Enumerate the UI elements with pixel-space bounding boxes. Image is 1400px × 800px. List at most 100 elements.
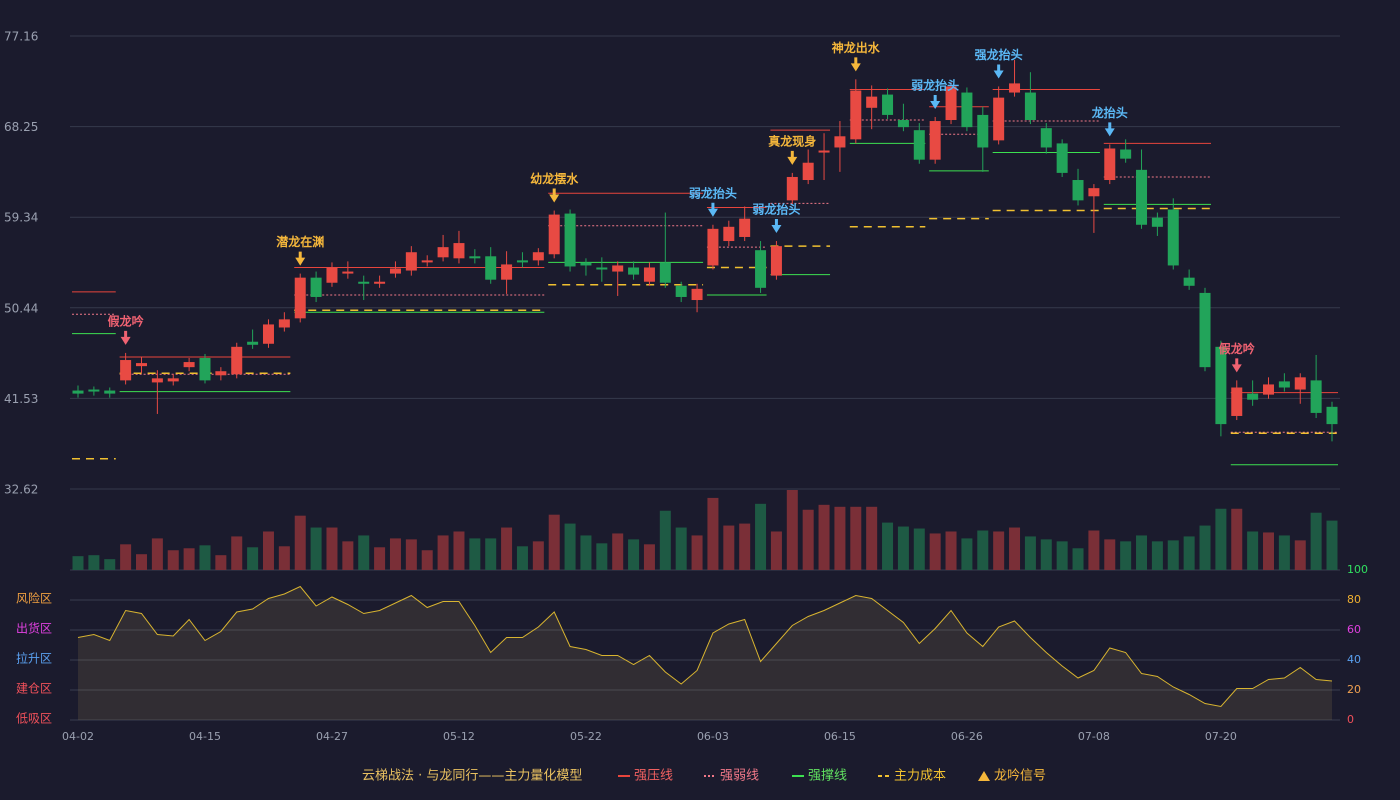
- volume-bar: [88, 555, 100, 570]
- legend-item[interactable]: 强压线: [634, 769, 673, 784]
- candle-body: [739, 218, 751, 237]
- signal-label: 弱龙抬头: [911, 77, 959, 92]
- candle-body: [1072, 180, 1084, 201]
- volume-bar: [548, 514, 560, 570]
- volume-bar: [1136, 535, 1148, 570]
- signal-arrow: [787, 150, 798, 165]
- candle-body: [167, 378, 179, 382]
- volume-bar: [294, 515, 306, 570]
- candle-body: [421, 260, 433, 263]
- candle-body: [707, 228, 719, 266]
- x-tick-label: 07-08: [1078, 730, 1110, 743]
- signal-label: 幼龙摆水: [530, 171, 579, 186]
- candle-body: [612, 265, 624, 272]
- candle-body: [183, 362, 195, 368]
- x-tick-label: 07-20: [1205, 730, 1237, 743]
- signal-arrow: [295, 251, 306, 266]
- volume-bar: [1199, 525, 1211, 570]
- volume-bar: [580, 535, 592, 570]
- signal-arrow: [993, 64, 1004, 79]
- volume-bar: [358, 535, 370, 570]
- volume-bar: [135, 554, 147, 570]
- signal-arrow: [1231, 358, 1242, 373]
- x-tick-label: 06-26: [951, 730, 983, 743]
- legend-item[interactable]: 主力成本: [894, 769, 946, 784]
- volume-bar: [929, 533, 941, 570]
- candle-body: [564, 213, 576, 267]
- candle-body: [104, 390, 116, 394]
- candle-body: [1088, 188, 1100, 197]
- x-tick-label: 04-27: [316, 730, 348, 743]
- candle-body: [437, 247, 449, 258]
- legend-item[interactable]: 强撑线: [808, 769, 847, 784]
- volume-bar: [151, 538, 163, 570]
- signal-arrow: [771, 219, 782, 234]
- osc-tick-label: 80: [1347, 593, 1361, 606]
- candle-body: [691, 288, 703, 301]
- signal-arrow: [930, 94, 941, 109]
- candle-body: [723, 226, 735, 242]
- legend-item[interactable]: 强弱线: [720, 769, 759, 784]
- candle-body: [485, 256, 497, 280]
- volume-bar: [770, 531, 782, 570]
- zone-label: 拉升区: [16, 651, 52, 666]
- volume-bar: [1040, 539, 1052, 570]
- volume-bar: [453, 531, 465, 570]
- candle-body: [1009, 83, 1021, 93]
- volume-bar: [739, 523, 751, 570]
- volume-bar: [596, 543, 608, 570]
- legend-item[interactable]: 龙吟信号: [994, 768, 1046, 784]
- x-tick-label: 05-12: [443, 730, 475, 743]
- volume-bar: [882, 522, 894, 570]
- osc-tick-label: 40: [1347, 653, 1361, 666]
- candle-body: [120, 360, 132, 381]
- volume-bar: [850, 506, 862, 570]
- candle-body: [342, 271, 354, 274]
- volume-bar: [1278, 535, 1290, 570]
- x-tick-label: 05-22: [570, 730, 602, 743]
- candle-body: [1183, 277, 1195, 286]
- candle-body: [929, 121, 941, 160]
- candle-body: [1247, 393, 1259, 400]
- volume-bar: [1072, 548, 1084, 570]
- candle-body: [294, 277, 306, 319]
- volume-bar: [501, 527, 513, 570]
- volume-bar: [72, 556, 84, 570]
- candle-body: [897, 120, 909, 128]
- osc-tick-label: 60: [1347, 623, 1361, 636]
- volume-bar: [326, 527, 338, 570]
- candle-body: [1136, 169, 1148, 225]
- zone-label: 出货区: [16, 621, 52, 636]
- y-tick-label: 32.62: [4, 483, 38, 497]
- signal-arrow: [850, 57, 861, 72]
- volume-bar: [1104, 539, 1116, 570]
- zone-label: 建仓区: [16, 682, 52, 696]
- candle-body: [516, 260, 528, 263]
- volume-bar: [374, 547, 386, 570]
- signal-arrow: [120, 330, 131, 345]
- volume-bar: [1263, 532, 1275, 570]
- zone-label: 低吸区: [16, 712, 52, 726]
- candle-body: [818, 150, 830, 153]
- candle-body: [1294, 377, 1306, 390]
- candle-body: [374, 281, 386, 284]
- candle-body: [1024, 92, 1036, 121]
- volume-bar: [913, 528, 925, 570]
- legend-title: 云梯战法 · 与龙同行——主力量化模型: [362, 769, 582, 784]
- volume-bar: [564, 523, 576, 570]
- volume-bar: [104, 559, 116, 570]
- legend: 云梯战法 · 与龙同行——主力量化模型 强压线 强弱线 强撑线 主力成本 龙吟信…: [362, 768, 1046, 784]
- volume-bar: [866, 506, 878, 570]
- volume-bar: [262, 531, 274, 570]
- volume-bar: [532, 541, 544, 570]
- candle-body: [993, 97, 1005, 141]
- volume-bar: [485, 538, 497, 570]
- candle-body: [215, 371, 227, 376]
- volume-bar: [802, 509, 814, 570]
- volume-bar: [612, 533, 624, 570]
- volume-bar: [643, 544, 655, 570]
- signal-arrow: [549, 188, 560, 203]
- y-tick-label: 50.44: [4, 301, 38, 315]
